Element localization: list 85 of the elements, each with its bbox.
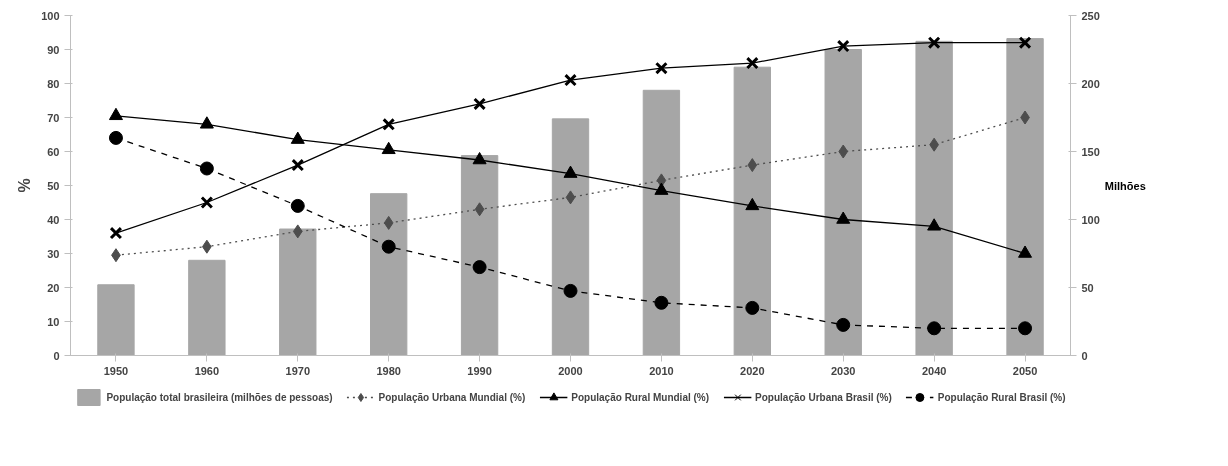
point — [1018, 245, 1033, 258]
legend-label: População total brasileira (milhões de pessoas) — [106, 391, 333, 403]
x-tick-label: 2050 — [1012, 364, 1038, 377]
point — [654, 182, 669, 195]
point — [563, 165, 578, 178]
point — [290, 198, 305, 213]
bar — [733, 66, 771, 356]
point — [109, 226, 123, 240]
point — [836, 39, 850, 53]
x-tick-label: 1950 — [103, 364, 129, 377]
bar — [97, 284, 135, 356]
y2-tick-label: 250 — [1081, 9, 1100, 22]
legend-label: População Urbana Brasil (%) — [755, 391, 892, 403]
bar — [370, 193, 408, 356]
x-tick-label: 2030 — [830, 364, 856, 377]
point — [927, 321, 942, 336]
point — [1018, 36, 1032, 50]
legend-label: População Urbana Mundial (%) — [378, 391, 526, 403]
y-tick-label: 30 — [47, 247, 60, 260]
point — [199, 161, 214, 176]
point — [199, 116, 214, 129]
point — [291, 158, 305, 172]
y-tick-label: 40 — [47, 213, 60, 226]
point — [927, 36, 941, 50]
y2-tick-label: 150 — [1081, 145, 1100, 158]
point — [472, 151, 487, 165]
y2-tick-label: 50 — [1081, 281, 1094, 294]
x-tick-label: 1980 — [376, 364, 401, 377]
point — [838, 144, 849, 159]
y-tick-label: 60 — [47, 145, 60, 158]
y-tick-label: 80 — [47, 77, 60, 90]
bar — [460, 155, 499, 356]
point — [836, 317, 851, 332]
legend-label: População Rural Brasil (%) — [937, 391, 1066, 403]
y2-tick-label: 200 — [1081, 77, 1100, 90]
point — [108, 107, 123, 121]
point — [927, 218, 942, 231]
point — [381, 141, 396, 155]
point — [200, 196, 214, 209]
point — [563, 283, 578, 298]
bar — [915, 40, 953, 356]
bar — [642, 89, 681, 356]
bar — [188, 259, 226, 356]
x-tick-label: 2000 — [558, 364, 583, 377]
point — [745, 56, 759, 70]
bar — [824, 49, 862, 356]
y-tick-label: 20 — [47, 281, 60, 294]
point — [473, 97, 487, 111]
x-tick-label: 2010 — [649, 364, 674, 377]
point — [565, 190, 576, 205]
bar — [551, 118, 590, 356]
legend-label: População Rural Mundial (%) — [571, 391, 710, 403]
y2-tick-label: 100 — [1081, 213, 1100, 226]
y2-axis-title: Milhões — [1104, 179, 1146, 192]
y-axis-title: % — [16, 178, 34, 193]
y2-tick-label: 0 — [1081, 349, 1088, 362]
point — [474, 202, 485, 217]
point — [108, 130, 123, 145]
point — [564, 73, 577, 87]
bar — [1006, 38, 1044, 356]
point — [290, 131, 305, 144]
y-tick-label: 100 — [41, 9, 60, 22]
point — [654, 295, 669, 310]
y-tick-label: 90 — [47, 43, 60, 56]
point — [472, 260, 487, 275]
point — [382, 117, 396, 131]
x-tick-label: 1970 — [285, 364, 311, 377]
point — [747, 158, 758, 173]
point — [383, 215, 394, 230]
point — [292, 224, 303, 239]
point — [745, 300, 760, 315]
point — [745, 197, 760, 211]
point — [836, 211, 851, 224]
point — [654, 61, 668, 75]
y-tick-label: 70 — [47, 111, 60, 124]
x-tick-label: 1990 — [467, 364, 492, 377]
x-tick-label: 2020 — [740, 364, 765, 377]
point — [381, 239, 396, 254]
x-tick-label: 1960 — [194, 364, 220, 377]
bar — [279, 228, 317, 356]
y-tick-label: 10 — [47, 315, 60, 328]
point — [1018, 321, 1033, 336]
y-tick-label: 50 — [47, 179, 60, 192]
y-tick-label: 0 — [53, 349, 60, 362]
x-tick-label: 2040 — [921, 364, 947, 377]
